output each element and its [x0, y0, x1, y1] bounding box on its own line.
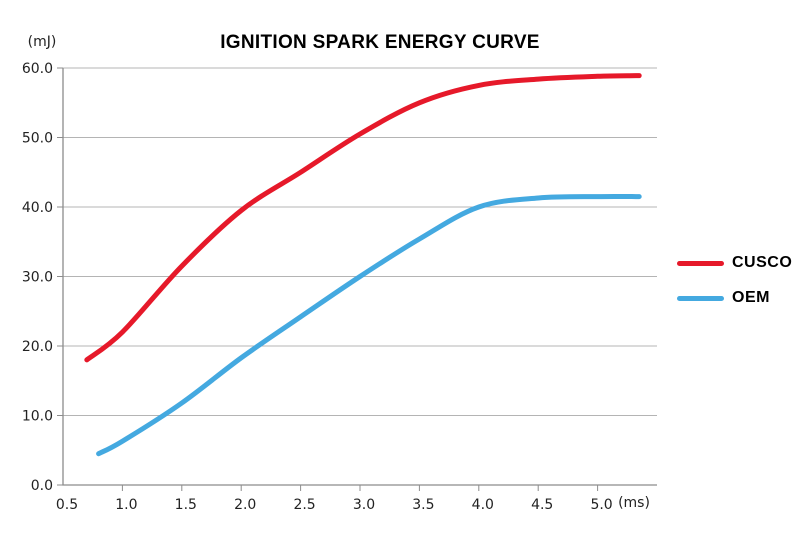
x-tick-label-2: 2.0 [234, 497, 256, 513]
series-line-oem [96, 193, 642, 457]
series-line-cusco [84, 73, 642, 363]
x-tick-label-0.5: 0.5 [56, 497, 78, 513]
legend-line-oem-icon [677, 295, 724, 301]
x-tick-label-1.5: 1.5 [175, 497, 197, 513]
y-tick-label-0: 0.0 [31, 478, 53, 494]
y-tick-label-40: 40.0 [22, 200, 53, 216]
legend-label-oem: OEM [732, 289, 770, 306]
x-tick-label-1: 1.0 [115, 497, 137, 513]
x-axis-unit-label: (ms) [618, 495, 650, 511]
x-tick-label-2.5: 2.5 [293, 497, 315, 513]
y-tick-label-50: 50.0 [22, 131, 53, 147]
x-tick-label-4: 4.0 [472, 497, 494, 513]
axis-lines [62, 68, 657, 486]
y-axis-unit-label: (mJ) [27, 34, 57, 50]
x-tick-label-3.5: 3.5 [412, 497, 434, 513]
legend: CUSCO OEM [677, 253, 792, 308]
x-tick-label-5: 5.0 [590, 497, 612, 513]
legend-line-cusco-icon [677, 260, 724, 266]
x-tick-label-3: 3.0 [353, 497, 375, 513]
y-tick-label-60: 60.0 [22, 61, 53, 77]
legend-item-oem: OEM [677, 288, 792, 308]
chart-title: IGNITION SPARK ENERGY CURVE [220, 32, 540, 53]
legend-item-cusco: CUSCO [677, 253, 792, 273]
x-tick-label-4.5: 4.5 [531, 497, 553, 513]
y-tick-label-30: 30.0 [22, 270, 53, 286]
y-tick-label-20: 20.0 [22, 339, 53, 355]
legend-label-cusco: CUSCO [732, 254, 793, 271]
y-tick-label-10: 10.0 [22, 409, 53, 425]
